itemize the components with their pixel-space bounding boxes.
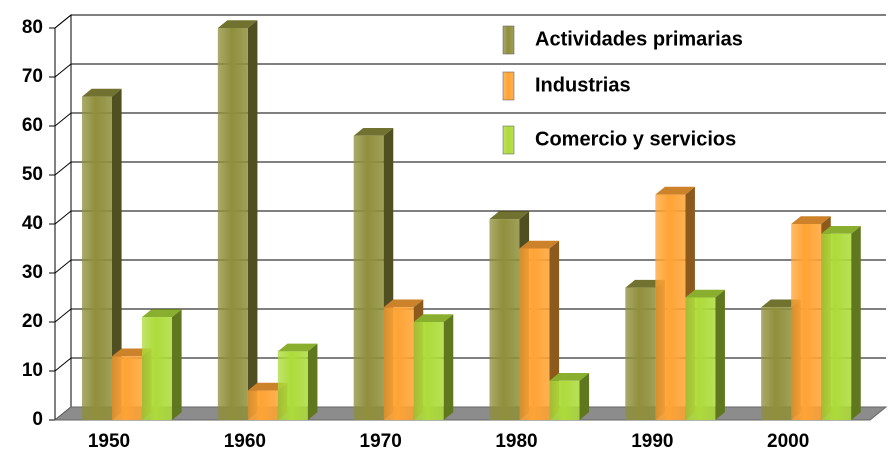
legend-label: Comercio y servicios [535, 128, 736, 150]
bar-side [715, 289, 725, 420]
bar [761, 307, 792, 420]
bar [655, 194, 686, 420]
bar [247, 390, 278, 420]
bar-side [112, 88, 122, 421]
bar-top [112, 348, 152, 357]
legend-marker [502, 25, 515, 55]
y-tick-label: 50 [22, 164, 43, 185]
grid-line-side [54, 112, 72, 127]
bar [625, 287, 656, 420]
bar-top [625, 279, 665, 288]
bar-top [821, 226, 861, 234]
bar-top [413, 314, 454, 322]
bar-top [489, 211, 530, 220]
bar-side [579, 373, 590, 420]
bar-top [142, 309, 182, 318]
grid-line-side [54, 63, 72, 78]
x-tick-label: 1980 [495, 431, 537, 452]
bar-side [247, 20, 258, 420]
legend-label: Actividades primarias [535, 28, 743, 50]
grid-line-side [54, 161, 72, 176]
x-tick-label: 1960 [224, 431, 266, 452]
bar-top [277, 343, 318, 352]
y-tick-label: 60 [22, 115, 43, 136]
bar [112, 356, 142, 420]
x-tick-label: 1970 [360, 431, 402, 452]
bar-top [791, 216, 831, 224]
bar-top [217, 20, 258, 28]
y-tick-label: 70 [22, 66, 43, 87]
bar-side [307, 343, 318, 420]
bar-side [172, 309, 182, 420]
x-tick-label: 1990 [631, 431, 673, 452]
grid-line-side [54, 259, 72, 274]
bar-top [383, 299, 424, 308]
legend-marker [502, 125, 515, 155]
bar [413, 322, 444, 420]
y-tick-label: 10 [22, 360, 43, 381]
y-tick-label: 20 [22, 311, 43, 332]
grid-line-side [54, 14, 72, 29]
grid-line-side [54, 210, 72, 225]
bar [821, 233, 852, 420]
legend-marker [502, 71, 515, 101]
bar-side [443, 314, 454, 420]
bar-top [82, 88, 122, 97]
y-tick-label: 80 [22, 17, 43, 38]
legend-label: Industrias [535, 74, 631, 96]
x-tick-label: 1950 [88, 431, 130, 452]
x-tick-label: 2000 [767, 431, 809, 452]
bar [685, 297, 716, 420]
bar [549, 380, 580, 420]
y-tick-label: 30 [22, 262, 43, 283]
bar-top [519, 240, 560, 249]
bar-top [549, 373, 590, 381]
y-tick-label: 0 [32, 409, 43, 430]
grid-line-side [54, 357, 72, 372]
bar [353, 135, 384, 421]
bar-top [685, 289, 725, 298]
bar-top [247, 382, 288, 391]
bar [519, 248, 550, 420]
bar [277, 351, 308, 420]
bar [217, 28, 248, 420]
y-tick-label: 40 [22, 213, 43, 234]
bar [142, 317, 172, 420]
grid-line-side [54, 308, 72, 323]
bar [489, 219, 520, 420]
bar-side [851, 226, 861, 420]
bar [383, 307, 414, 420]
bar-top [655, 186, 695, 195]
bar-top [761, 299, 801, 308]
bar [82, 96, 112, 420]
bar [791, 224, 822, 420]
bar-top [353, 128, 394, 136]
